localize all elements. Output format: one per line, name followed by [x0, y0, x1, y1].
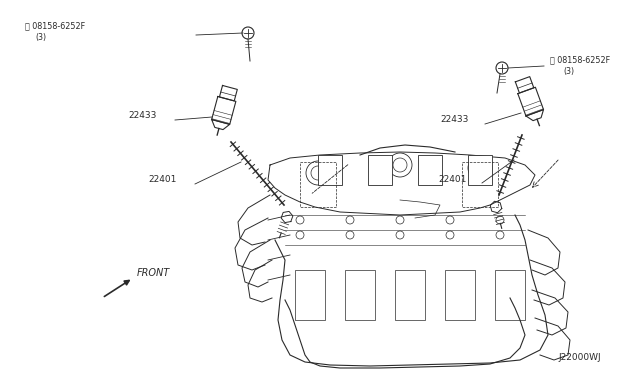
Text: (3): (3) [35, 33, 46, 42]
Text: FRONT: FRONT [137, 268, 170, 278]
FancyBboxPatch shape [418, 155, 442, 185]
Text: J22000WJ: J22000WJ [558, 353, 600, 362]
Text: Ⓒ 08158-6252F: Ⓒ 08158-6252F [550, 55, 610, 64]
FancyBboxPatch shape [318, 155, 342, 185]
Text: 22433: 22433 [440, 115, 468, 124]
Text: 22401: 22401 [438, 175, 467, 184]
Text: (3): (3) [563, 67, 574, 76]
Text: 22401: 22401 [148, 175, 177, 184]
Text: 22433: 22433 [128, 111, 156, 120]
Text: Ⓒ 08158-6252F: Ⓒ 08158-6252F [25, 21, 85, 30]
FancyBboxPatch shape [468, 155, 492, 185]
FancyBboxPatch shape [368, 155, 392, 185]
